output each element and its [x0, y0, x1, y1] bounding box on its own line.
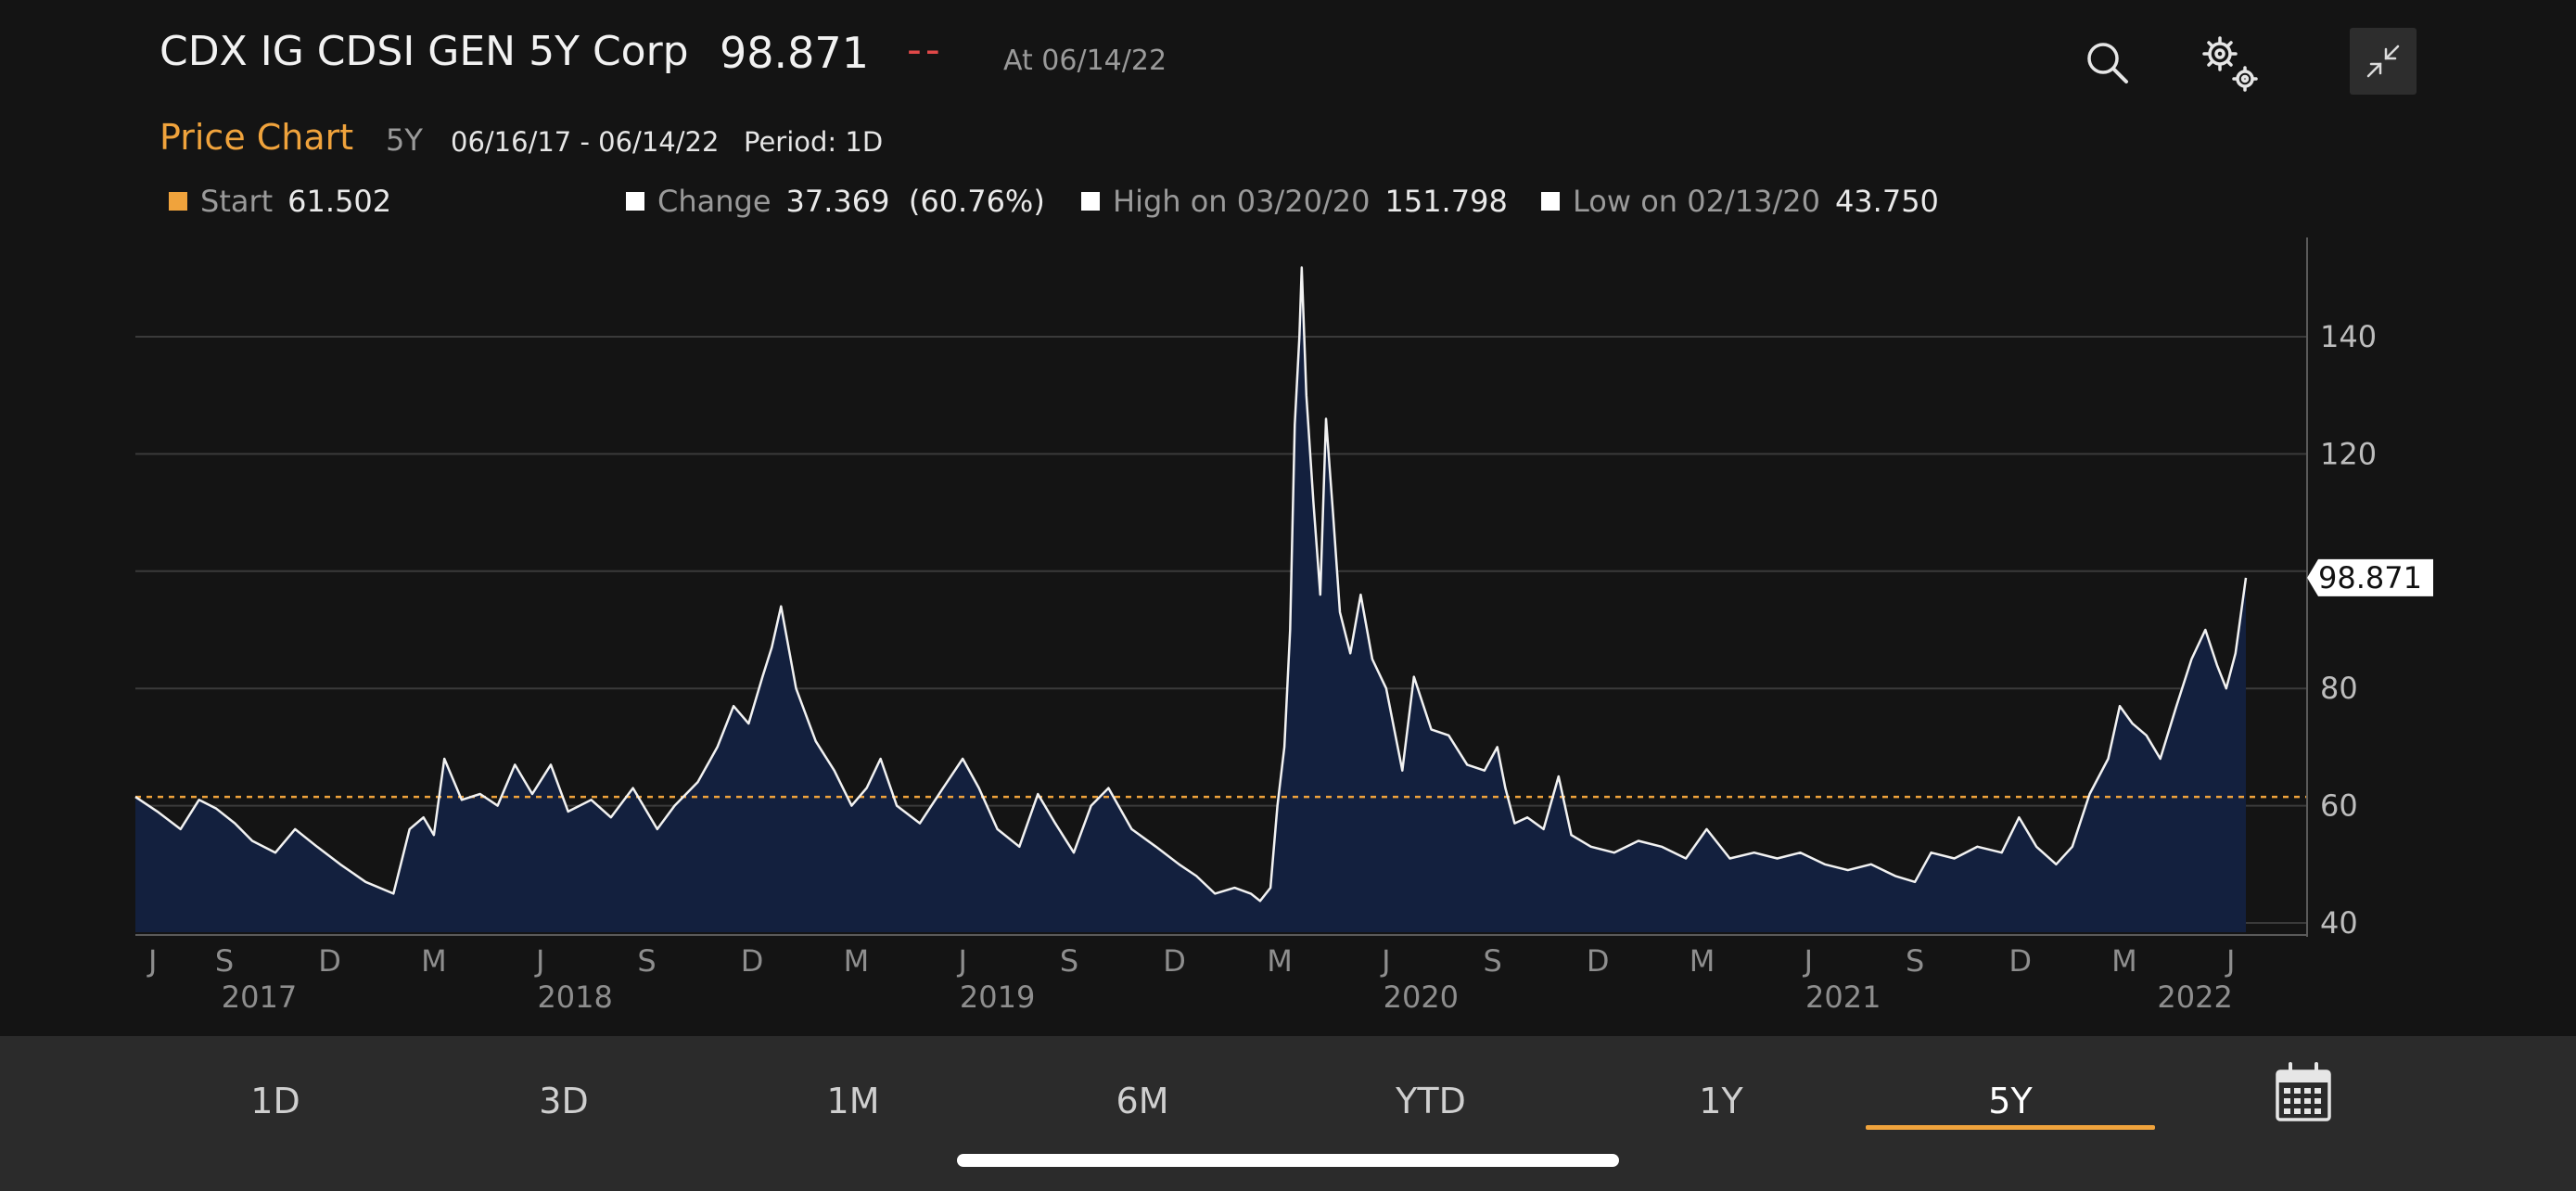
stat-low-value: 43.750: [1834, 184, 1939, 219]
chart-date-range: 06/16/17 - 06/14/22: [451, 126, 720, 158]
x-tick-label: D: [1587, 943, 1610, 979]
search-icon: [2087, 43, 2128, 83]
stat-low: Low on 02/13/20 43.750: [1541, 184, 1939, 219]
active-range-underline: [1866, 1125, 2155, 1130]
price-change-placeholder: --: [907, 26, 944, 73]
last-price: 98.871: [720, 28, 869, 78]
range-button-1d[interactable]: 1D: [250, 1081, 300, 1121]
x-tick-label: M: [2111, 943, 2137, 979]
range-button-1m[interactable]: 1M: [826, 1081, 880, 1121]
y-tick-label: 80: [2320, 671, 2358, 706]
last-value-text: 98.871: [2318, 560, 2422, 596]
start-swatch: [169, 192, 187, 211]
range-button-ytd[interactable]: YTD: [1396, 1081, 1466, 1121]
x-tick-label: M: [1690, 943, 1715, 979]
x-tick-label: J: [1380, 943, 1390, 979]
search-button[interactable]: [2070, 26, 2144, 100]
x-year-label: 2018: [537, 980, 612, 1015]
x-year-label: 2021: [1805, 980, 1881, 1015]
x-tick-label: J: [1803, 943, 1813, 979]
collapse-icon: [2366, 45, 2400, 78]
as-of-date: At 06/14/22: [1003, 45, 1167, 77]
calendar-button[interactable]: [2274, 1060, 2333, 1125]
x-axis-years: 2017 2018 2019 2020 2021 2022: [222, 980, 2233, 1015]
stat-change-value: 37.369 (60.76%): [785, 184, 1045, 219]
x-year-label: 2019: [960, 980, 1035, 1015]
y-tick-label: 140: [2320, 319, 2377, 354]
range-button-1y[interactable]: 1Y: [1699, 1081, 1743, 1121]
x-tick-label: S: [215, 943, 234, 979]
x-tick-label: J: [2225, 943, 2235, 979]
range-button-3d[interactable]: 3D: [539, 1081, 589, 1121]
range-button-5y[interactable]: 5Y: [1988, 1081, 2033, 1121]
stat-start-label: Start: [200, 184, 274, 219]
stat-start-value: 61.502: [287, 184, 392, 219]
x-tick-label: S: [637, 943, 656, 979]
x-year-label: 2022: [2157, 980, 2232, 1015]
range-button-6m[interactable]: 6M: [1116, 1081, 1169, 1121]
x-tick-label: S: [1484, 943, 1502, 979]
stat-change-label: Change: [657, 184, 772, 219]
chart-range-label: 5Y: [386, 122, 423, 158]
y-tick-label: 40: [2320, 905, 2358, 941]
x-tick-label: D: [2009, 943, 2032, 979]
x-tick-label: M: [844, 943, 870, 979]
stat-high-label: High on 03/20/20: [1113, 184, 1371, 219]
y-tick-label: 120: [2320, 436, 2377, 471]
stat-high-value: 151.798: [1384, 184, 1508, 219]
y-tick-label: 60: [2320, 788, 2358, 824]
x-tick-label: M: [421, 943, 447, 979]
stat-start: Start 61.502: [169, 184, 391, 219]
last-value-label: 98.871: [2307, 558, 2433, 596]
settings-button[interactable]: [2192, 26, 2266, 100]
range-bar: 1D 3D 1M 6M YTD 1Y 5Y: [0, 1036, 2576, 1191]
x-tick-label: D: [318, 943, 341, 979]
stat-low-label: Low on 02/13/20: [1573, 184, 1820, 219]
x-tick-label: J: [956, 943, 966, 979]
low-swatch: [1541, 192, 1560, 211]
security-title: CDX IG CDSI GEN 5Y Corp: [159, 28, 689, 75]
price-line: [134, 266, 2248, 903]
price-chart-tab[interactable]: Price Chart: [159, 117, 354, 158]
y-axis-ticks: 140 120 80 60 40: [2320, 319, 2377, 941]
x-year-label: 2017: [222, 980, 297, 1015]
x-tick-label: D: [1163, 943, 1186, 979]
x-year-label: 2020: [1384, 980, 1459, 1015]
calendar-icon: [2276, 1062, 2331, 1121]
price-area: [135, 267, 2246, 932]
last-value-tag: [2307, 558, 2433, 596]
minimize-button[interactable]: [2350, 28, 2417, 95]
x-tick-label: J: [147, 943, 157, 979]
x-tick-label: D: [741, 943, 764, 979]
home-indicator: [957, 1154, 1619, 1167]
high-swatch: [1081, 192, 1100, 211]
stat-change: Change 37.369 (60.76%): [626, 184, 1045, 219]
change-swatch: [626, 192, 644, 211]
gear-icon: [2202, 36, 2258, 92]
chart-period: Period: 1D: [744, 126, 884, 158]
x-tick-label: M: [1267, 943, 1293, 979]
x-tick-label: S: [1060, 943, 1078, 979]
x-tick-label: J: [534, 943, 544, 979]
x-tick-label: S: [1906, 943, 1924, 979]
stat-high: High on 03/20/20 151.798: [1081, 184, 1508, 219]
